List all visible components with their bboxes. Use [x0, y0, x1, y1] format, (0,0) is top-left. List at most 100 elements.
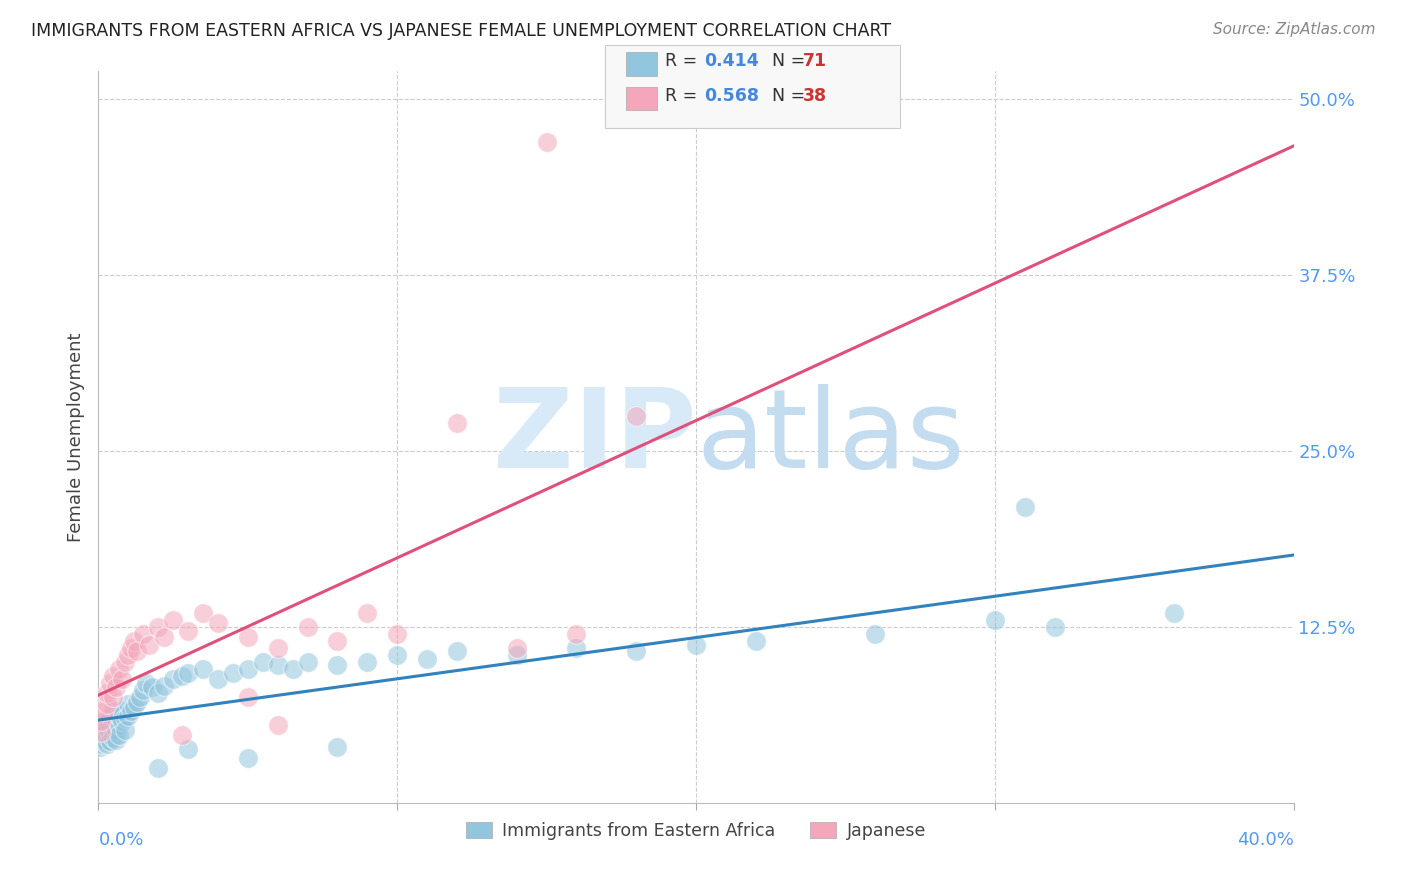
- Point: [626, 409, 648, 423]
- Point: [252, 655, 274, 669]
- Text: N =: N =: [761, 87, 810, 104]
- Point: [96, 721, 118, 735]
- Point: [117, 698, 139, 712]
- Text: 0.414: 0.414: [704, 52, 759, 70]
- Point: [96, 737, 118, 751]
- Point: [177, 666, 200, 681]
- Point: [385, 627, 409, 641]
- Point: [96, 714, 118, 729]
- Point: [148, 686, 170, 700]
- Point: [984, 613, 1007, 627]
- Point: [108, 662, 131, 676]
- Point: [416, 652, 439, 666]
- Y-axis label: Female Unemployment: Female Unemployment: [66, 333, 84, 541]
- Point: [98, 711, 122, 725]
- Point: [172, 728, 194, 742]
- Point: [132, 627, 155, 641]
- Text: R =: R =: [665, 87, 703, 104]
- Point: [236, 662, 259, 676]
- Point: [685, 638, 707, 652]
- Point: [111, 714, 134, 729]
- Point: [177, 742, 200, 756]
- Point: [745, 634, 768, 648]
- Point: [385, 648, 409, 662]
- Point: [89, 739, 111, 754]
- Point: [103, 715, 125, 730]
- Point: [129, 690, 152, 705]
- Point: [1163, 606, 1185, 620]
- Point: [191, 606, 214, 620]
- Point: [172, 669, 194, 683]
- Point: [297, 655, 319, 669]
- Point: [207, 672, 229, 686]
- Text: 0.0%: 0.0%: [98, 830, 143, 848]
- Point: [98, 676, 122, 690]
- Text: 40.0%: 40.0%: [1237, 830, 1294, 848]
- Point: [108, 728, 131, 742]
- Text: Source: ZipAtlas.com: Source: ZipAtlas.com: [1212, 22, 1375, 37]
- Text: 38: 38: [803, 87, 827, 104]
- Point: [153, 679, 176, 693]
- Point: [162, 672, 184, 686]
- Point: [326, 739, 349, 754]
- Point: [356, 606, 378, 620]
- Point: [124, 700, 146, 714]
- Point: [103, 705, 125, 719]
- Legend: Immigrants from Eastern Africa, Japanese: Immigrants from Eastern Africa, Japanese: [458, 815, 934, 847]
- Point: [207, 615, 229, 630]
- Point: [565, 627, 588, 641]
- Text: atlas: atlas: [696, 384, 965, 491]
- Point: [124, 634, 146, 648]
- Point: [105, 711, 128, 725]
- Point: [506, 641, 529, 656]
- Text: IMMIGRANTS FROM EASTERN AFRICA VS JAPANESE FEMALE UNEMPLOYMENT CORRELATION CHART: IMMIGRANTS FROM EASTERN AFRICA VS JAPANE…: [31, 22, 891, 40]
- Point: [326, 657, 349, 672]
- Point: [222, 666, 245, 681]
- Text: ZIP: ZIP: [492, 384, 696, 491]
- Point: [138, 638, 160, 652]
- Point: [98, 728, 122, 742]
- Point: [1043, 620, 1066, 634]
- Point: [865, 627, 887, 641]
- Point: [446, 644, 468, 658]
- Text: 0.568: 0.568: [704, 87, 759, 104]
- Point: [90, 728, 112, 742]
- Point: [98, 718, 122, 732]
- Point: [93, 732, 115, 747]
- Point: [536, 135, 558, 149]
- Point: [96, 730, 118, 744]
- Point: [297, 620, 319, 634]
- Point: [90, 723, 112, 737]
- Point: [114, 655, 136, 669]
- Point: [103, 669, 125, 683]
- Point: [153, 630, 176, 644]
- Point: [90, 737, 112, 751]
- Point: [111, 705, 134, 719]
- Point: [93, 718, 115, 732]
- Point: [356, 655, 378, 669]
- Point: [93, 735, 115, 749]
- Point: [132, 683, 155, 698]
- Point: [281, 662, 304, 676]
- Point: [162, 613, 184, 627]
- Point: [90, 714, 112, 729]
- Point: [267, 657, 290, 672]
- Point: [93, 705, 115, 719]
- Point: [236, 630, 259, 644]
- Point: [626, 644, 648, 658]
- Point: [105, 723, 128, 737]
- Point: [103, 690, 125, 705]
- Point: [98, 734, 122, 748]
- Point: [236, 690, 259, 705]
- Point: [114, 711, 136, 725]
- Point: [96, 698, 118, 712]
- Point: [103, 731, 125, 745]
- Point: [506, 648, 529, 662]
- Point: [191, 662, 214, 676]
- Point: [1014, 500, 1036, 515]
- Point: [93, 725, 115, 739]
- Point: [103, 725, 125, 739]
- Point: [96, 686, 118, 700]
- Point: [148, 761, 170, 775]
- Point: [267, 718, 290, 732]
